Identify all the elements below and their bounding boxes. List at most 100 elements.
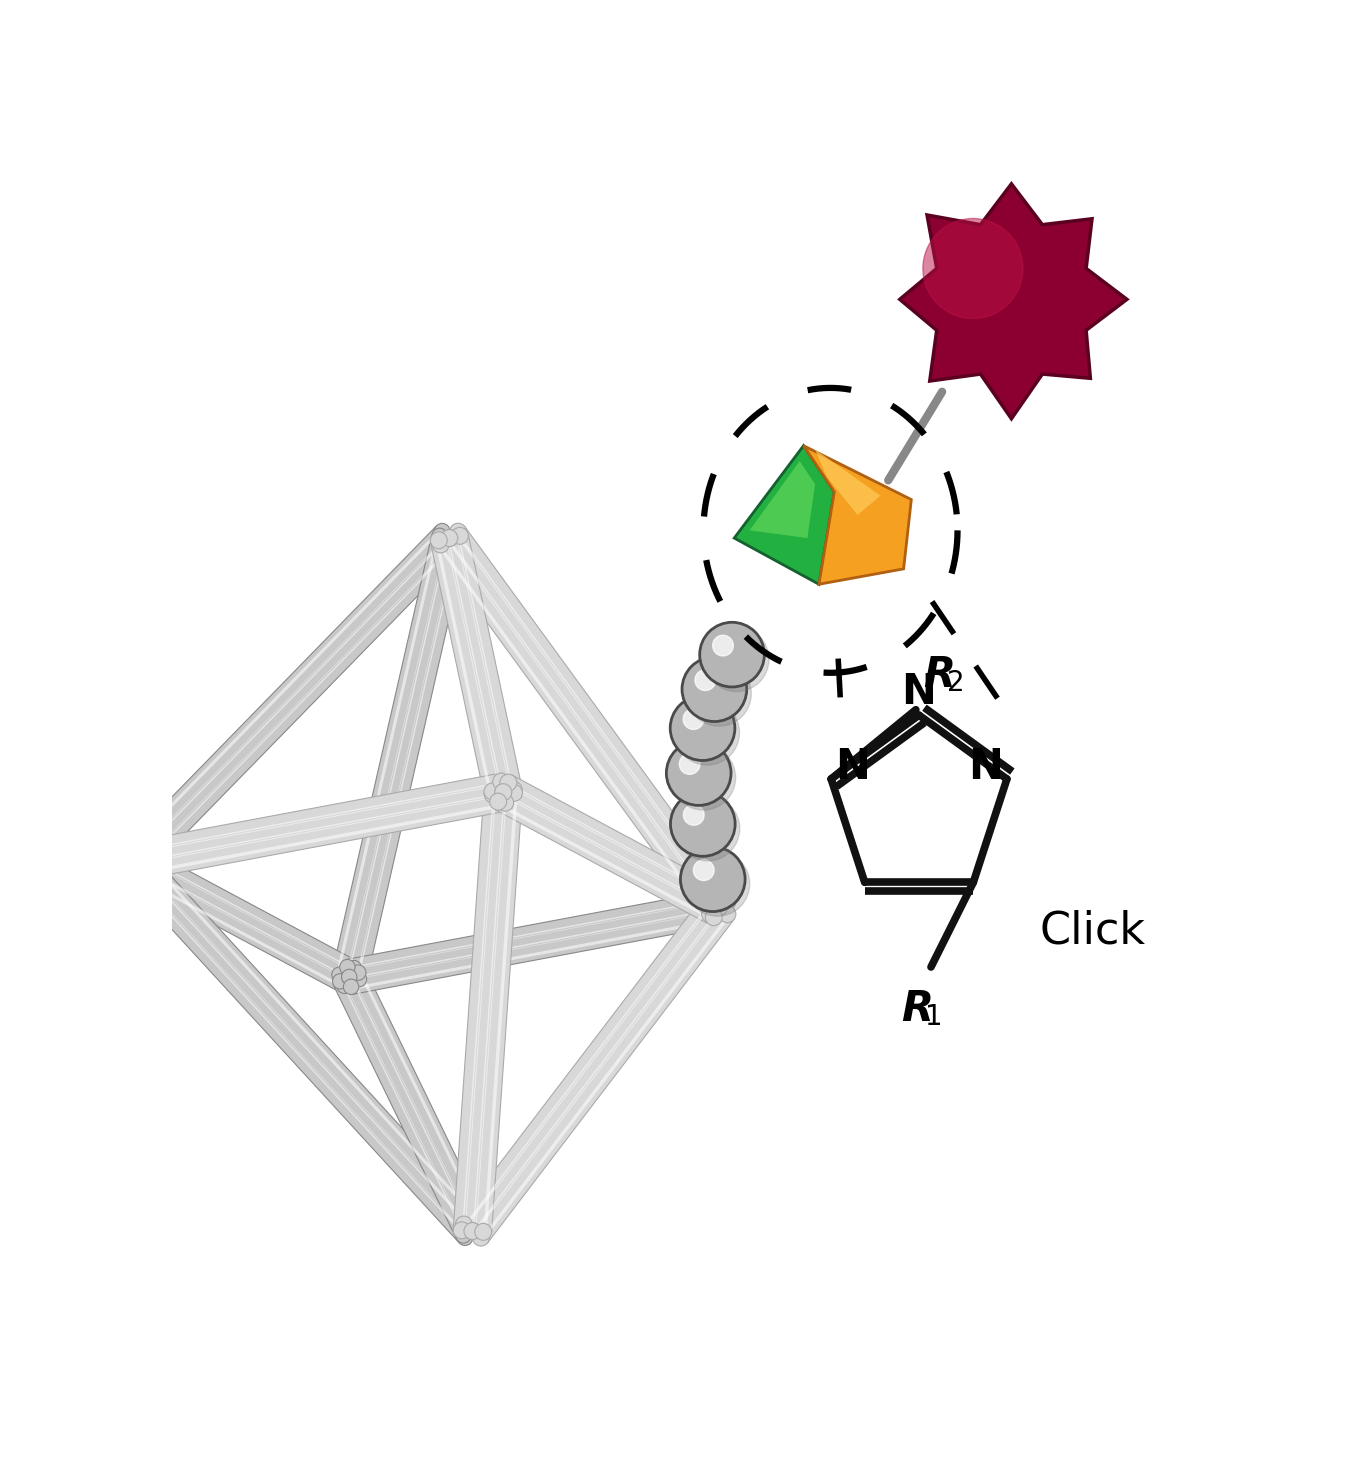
Circle shape — [497, 794, 514, 812]
Circle shape — [441, 530, 458, 546]
Polygon shape — [124, 528, 441, 854]
Polygon shape — [343, 973, 479, 1235]
Circle shape — [702, 893, 718, 910]
Polygon shape — [135, 540, 462, 873]
Polygon shape — [122, 526, 448, 860]
Polygon shape — [351, 539, 467, 981]
Polygon shape — [333, 978, 470, 1239]
Circle shape — [441, 530, 458, 546]
Polygon shape — [336, 534, 439, 975]
Circle shape — [464, 1223, 481, 1239]
Circle shape — [127, 863, 144, 881]
Circle shape — [472, 1217, 487, 1232]
Polygon shape — [464, 901, 713, 1227]
Polygon shape — [136, 853, 354, 972]
Polygon shape — [455, 531, 728, 904]
Text: N: N — [968, 746, 1003, 788]
Polygon shape — [132, 782, 502, 854]
Circle shape — [441, 530, 458, 546]
Polygon shape — [350, 909, 720, 981]
Circle shape — [705, 627, 770, 691]
Polygon shape — [451, 527, 734, 906]
Circle shape — [683, 804, 705, 825]
Circle shape — [126, 854, 142, 869]
Circle shape — [472, 1229, 490, 1246]
Circle shape — [679, 753, 701, 774]
Circle shape — [505, 784, 522, 802]
Circle shape — [505, 781, 522, 799]
Circle shape — [342, 969, 356, 985]
Polygon shape — [749, 461, 815, 539]
Polygon shape — [134, 793, 504, 865]
Circle shape — [456, 1227, 471, 1243]
Polygon shape — [506, 782, 724, 901]
Text: 1: 1 — [925, 1003, 942, 1031]
Polygon shape — [734, 446, 834, 584]
Circle shape — [119, 847, 134, 862]
Polygon shape — [435, 540, 493, 796]
Circle shape — [134, 860, 148, 876]
Polygon shape — [437, 545, 710, 916]
Polygon shape — [127, 871, 344, 989]
Circle shape — [687, 662, 752, 727]
Polygon shape — [472, 793, 508, 1232]
Polygon shape — [346, 537, 450, 976]
Circle shape — [342, 969, 356, 985]
Polygon shape — [128, 533, 455, 866]
Polygon shape — [456, 536, 513, 791]
Circle shape — [451, 533, 467, 548]
Circle shape — [680, 847, 745, 912]
Polygon shape — [899, 184, 1127, 418]
Circle shape — [695, 669, 716, 690]
Polygon shape — [131, 536, 450, 862]
Circle shape — [432, 528, 447, 543]
Circle shape — [699, 622, 764, 687]
Polygon shape — [446, 539, 502, 793]
Text: R: R — [923, 655, 954, 696]
Polygon shape — [462, 791, 497, 1230]
Circle shape — [494, 784, 512, 800]
Circle shape — [670, 696, 734, 760]
Polygon shape — [342, 536, 456, 979]
Polygon shape — [815, 449, 880, 515]
Polygon shape — [130, 854, 352, 984]
Circle shape — [675, 700, 740, 765]
Circle shape — [494, 784, 512, 800]
Circle shape — [464, 1223, 481, 1239]
Polygon shape — [454, 791, 501, 1230]
Circle shape — [475, 1223, 491, 1240]
Polygon shape — [350, 910, 722, 994]
Circle shape — [485, 782, 501, 800]
Circle shape — [710, 900, 728, 916]
Polygon shape — [359, 970, 485, 1227]
Polygon shape — [803, 446, 911, 584]
Circle shape — [431, 531, 447, 549]
Polygon shape — [466, 903, 725, 1236]
Polygon shape — [447, 539, 718, 910]
Polygon shape — [474, 909, 734, 1243]
Polygon shape — [128, 856, 478, 1236]
Circle shape — [667, 741, 732, 806]
Polygon shape — [136, 803, 506, 876]
Text: 2: 2 — [948, 669, 965, 697]
Circle shape — [346, 960, 362, 976]
Text: R: R — [902, 988, 933, 1031]
Circle shape — [490, 793, 506, 810]
Circle shape — [454, 1221, 470, 1239]
Circle shape — [134, 847, 148, 862]
Circle shape — [126, 853, 142, 871]
Polygon shape — [135, 850, 486, 1230]
Circle shape — [332, 973, 348, 989]
Circle shape — [126, 854, 142, 869]
Polygon shape — [482, 915, 730, 1240]
Polygon shape — [332, 534, 447, 976]
Polygon shape — [134, 794, 506, 881]
Polygon shape — [126, 863, 348, 992]
Polygon shape — [494, 794, 718, 925]
Polygon shape — [135, 846, 358, 975]
Circle shape — [455, 1216, 472, 1233]
Circle shape — [450, 523, 467, 540]
Circle shape — [683, 709, 703, 730]
Circle shape — [441, 530, 458, 546]
Circle shape — [684, 851, 749, 916]
